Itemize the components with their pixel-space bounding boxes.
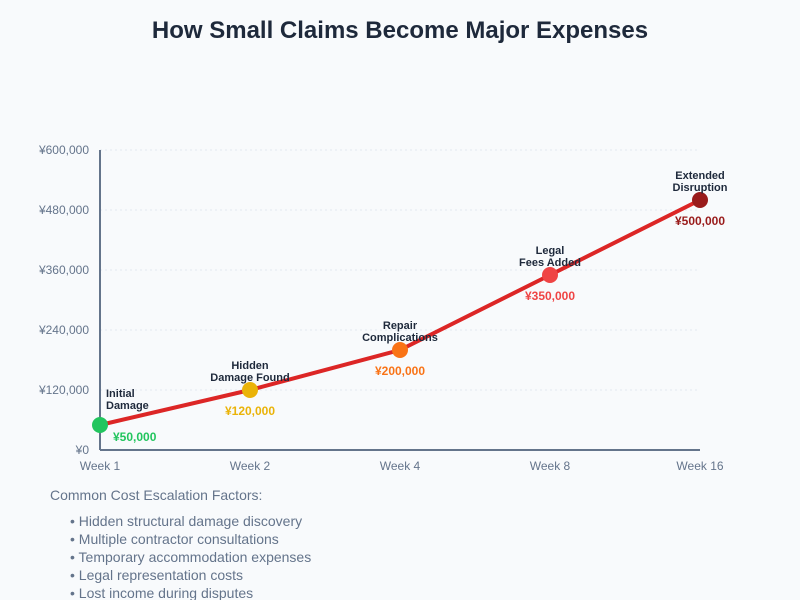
point-label: Fees Added bbox=[519, 257, 581, 269]
y-tick-label: ¥240,000 bbox=[38, 323, 89, 337]
y-tick-label: ¥360,000 bbox=[38, 263, 89, 277]
x-tick-label: Week 4 bbox=[380, 459, 421, 473]
point-label: Initial bbox=[106, 388, 135, 400]
point-label: Legal bbox=[536, 245, 565, 257]
point-label: Repair bbox=[383, 320, 418, 332]
value-label: ¥500,000 bbox=[675, 214, 725, 228]
point-label: Disruption bbox=[673, 182, 728, 194]
data-point bbox=[92, 417, 108, 433]
point-label: Hidden bbox=[231, 360, 269, 372]
data-point bbox=[392, 342, 408, 358]
factors-list: Hidden structural damage discovery Multi… bbox=[70, 512, 312, 600]
y-tick-label: ¥480,000 bbox=[38, 203, 89, 217]
factors-title: Common Cost Escalation Factors: bbox=[50, 487, 263, 503]
factor-item: Legal representation costs bbox=[70, 566, 311, 584]
data-point bbox=[542, 267, 558, 283]
data-point bbox=[242, 382, 258, 398]
x-tick-label: Week 2 bbox=[230, 459, 271, 473]
series-line bbox=[99, 198, 701, 427]
y-tick-label: ¥120,000 bbox=[38, 383, 89, 397]
factor-item: Temporary accommodation expenses bbox=[70, 548, 312, 566]
data-point bbox=[692, 192, 708, 208]
x-tick-label: Week 8 bbox=[530, 459, 571, 473]
value-label: ¥200,000 bbox=[375, 364, 425, 378]
chart-title: How Small Claims Become Major Expenses bbox=[151, 17, 649, 44]
x-tick-label: Week 1 bbox=[80, 459, 121, 473]
value-label: ¥50,000 bbox=[113, 430, 157, 444]
factor-item: Multiple contractor consultations bbox=[70, 530, 311, 548]
point-label: Damage bbox=[106, 400, 149, 412]
x-tick-label: Week 16 bbox=[676, 459, 723, 473]
y-tick-label: ¥0 bbox=[75, 443, 90, 457]
factor-item: Hidden structural damage discovery bbox=[70, 512, 311, 530]
point-label: Extended bbox=[675, 170, 725, 182]
y-tick-label: ¥600,000 bbox=[38, 143, 89, 157]
point-label: Damage Found bbox=[210, 372, 289, 384]
value-label: ¥350,000 bbox=[525, 289, 575, 303]
value-label: ¥120,000 bbox=[225, 404, 275, 418]
factor-item: Lost income during disputes bbox=[70, 584, 311, 600]
point-label: Complications bbox=[362, 332, 438, 344]
